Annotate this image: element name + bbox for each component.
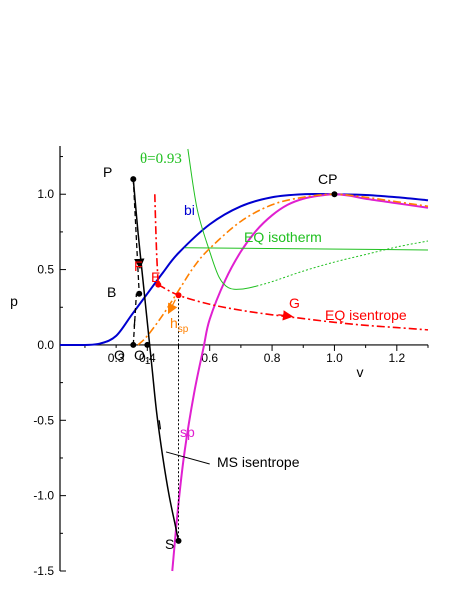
annotation-p: P: [103, 164, 112, 180]
x-tick-label: 1.2: [388, 351, 405, 365]
annotation-bi: bi: [184, 202, 195, 218]
ms-isentrope-pointer: [165, 451, 210, 465]
annotation-0-93: θ=0.93: [140, 151, 182, 167]
point-b: [136, 290, 143, 297]
annotation-f: F: [134, 258, 143, 274]
y-tick-label: -0.5: [33, 413, 54, 427]
series-eq-isotherm: [184, 247, 429, 251]
annotation-b: B: [107, 284, 116, 300]
annotation-eq-isotherm: EQ isotherm: [244, 229, 322, 245]
y-tick-label: 1.0: [37, 187, 54, 201]
annotation-h-sp: hsp: [170, 315, 189, 335]
series-0-93-metastable: [256, 240, 429, 287]
y-tick-label: -1.5: [33, 564, 54, 578]
x-tick-label: 1.0: [326, 351, 343, 365]
annotation-o: O: [114, 347, 125, 363]
series-group: [59, 148, 429, 572]
y-tick-label: 0.5: [37, 263, 54, 277]
arrow-group: [133, 258, 294, 465]
arrow-hsp: [167, 299, 178, 315]
series-h-sp: [137, 193, 429, 346]
series-0-93: [187, 148, 257, 290]
annotation-eq-isentrope: EQ isentrope: [325, 307, 407, 323]
point-o: [130, 341, 137, 348]
series-p-b-drop: [132, 179, 140, 294]
annotation-s: S: [165, 536, 174, 552]
x-axis-label: v: [357, 364, 364, 380]
point-f: [155, 281, 162, 288]
y-tick-label: 0.0: [37, 338, 54, 352]
annotation-ms-isentrope: MS isentrope: [217, 454, 300, 470]
point-e: [175, 292, 182, 299]
x-tick-label: 0.6: [201, 351, 218, 365]
series-sp: [171, 193, 429, 572]
annotation-e: E: [151, 269, 160, 285]
arrow-eq-isentrope: [278, 310, 294, 321]
series-ms-isentrope: [132, 179, 180, 542]
annotation-sp: sp: [180, 424, 195, 440]
point-cp: [331, 191, 338, 198]
series-o-b: [132, 293, 138, 345]
annotation-g: G: [289, 295, 300, 311]
x-tick-label: 0.8: [264, 351, 281, 365]
annotation-cp: CP: [318, 171, 337, 187]
annotation-subscript: 1: [145, 356, 151, 367]
annotation-subscript: sp: [178, 324, 189, 335]
x-tick-label: 0.3: [108, 351, 125, 365]
annotation-group: θ=0.93 bi CP EQ isotherm FE G EQ isentrope hsp P…: [103, 151, 407, 552]
y-axis-label: p: [10, 293, 18, 309]
axes: -1.5-1.0-0.50.00.51.00.3 0.4 0.6 0.8 1.0 1.2v…: [10, 146, 429, 578]
point-o1: [144, 341, 151, 348]
point-group: [130, 176, 338, 544]
point-s: [175, 537, 182, 544]
point-p: [130, 176, 137, 183]
y-tick-label: -1.0: [33, 489, 54, 503]
